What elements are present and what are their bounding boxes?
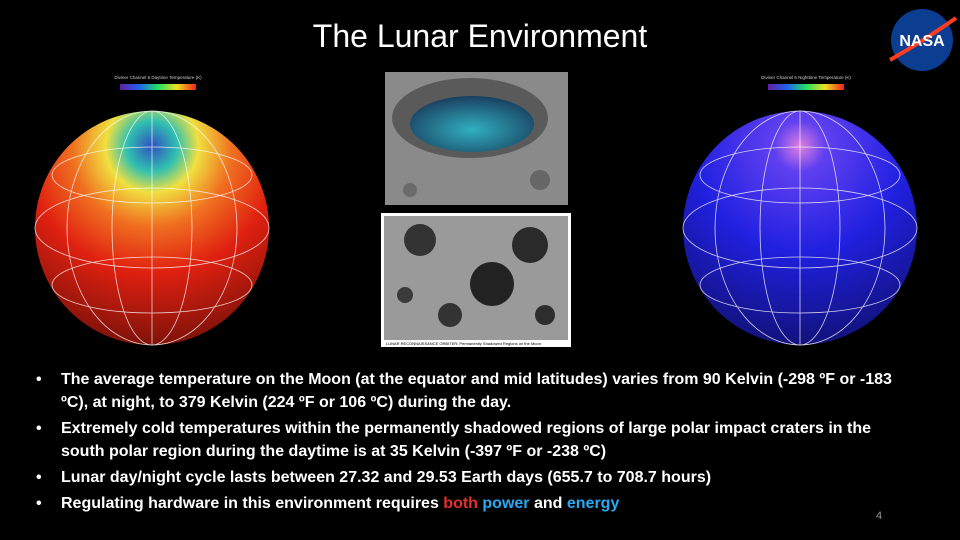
nasa-logo: NASA	[889, 9, 958, 71]
bullet-text: both	[443, 495, 478, 512]
crater-image	[385, 72, 568, 205]
bullet: Regulating hardware in this environment …	[36, 492, 916, 515]
bullet-text: Lunar day/night cycle lasts between 27.3…	[61, 469, 712, 486]
daytime-globe	[34, 84, 270, 346]
bullet-text: power	[482, 495, 530, 512]
bullet-list: The average temperature on the Moon (at …	[36, 368, 916, 518]
bullet-text: and	[529, 495, 567, 512]
figure-caption: LUNAR RECONNAISSANCE ORBITER: Permanentl…	[386, 341, 541, 346]
bullet-text: The average temperature on the Moon (at …	[61, 371, 892, 411]
shadowed-regions-image: LUNAR RECONNAISSANCE ORBITER: Permanentl…	[381, 213, 571, 347]
figure-caption: Diviner Channel 6 Nighttime Temperature …	[761, 75, 851, 80]
bullet: The average temperature on the Moon (at …	[36, 368, 916, 414]
slide-title: The Lunar Environment	[312, 18, 648, 54]
bullet-text: Extremely cold temperatures within the p…	[61, 420, 871, 460]
bullet-text: Regulating hardware in this environment …	[61, 495, 444, 512]
bullet: Lunar day/night cycle lasts between 27.3…	[36, 466, 916, 489]
page-number: 4	[876, 510, 883, 522]
nighttime-globe	[682, 84, 918, 346]
figure-caption: Diviner Channel 6 Daytime Temperature (K…	[114, 75, 202, 80]
bullet-text: energy	[566, 495, 620, 512]
bullet: Extremely cold temperatures within the p…	[36, 417, 916, 463]
logo-text: NASA	[899, 33, 945, 50]
